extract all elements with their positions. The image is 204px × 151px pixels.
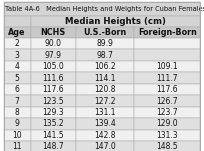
Bar: [4, 107, 31, 118]
Bar: [134, 38, 200, 50]
Text: 4: 4: [15, 62, 20, 71]
Bar: [4, 16, 31, 27]
Bar: [76, 95, 134, 107]
Bar: [31, 141, 76, 151]
Bar: [31, 95, 76, 107]
Text: 148.7: 148.7: [43, 142, 64, 151]
Bar: [134, 72, 200, 84]
Bar: [76, 107, 134, 118]
Bar: [4, 50, 31, 61]
Text: 9: 9: [15, 119, 20, 128]
Text: 142.8: 142.8: [94, 131, 116, 140]
Text: 3: 3: [15, 51, 20, 60]
Bar: [76, 118, 134, 130]
Bar: [76, 38, 134, 50]
Bar: [134, 118, 200, 130]
Bar: [134, 84, 200, 95]
Text: 5: 5: [15, 74, 20, 83]
Bar: [31, 72, 76, 84]
Bar: [31, 16, 200, 27]
Bar: [4, 84, 31, 95]
Text: 147.0: 147.0: [94, 142, 116, 151]
Text: 7: 7: [15, 96, 20, 106]
Text: Median Heights (cm): Median Heights (cm): [65, 17, 166, 26]
Bar: [134, 107, 200, 118]
Bar: [31, 107, 76, 118]
Text: 111.6: 111.6: [43, 74, 64, 83]
Text: 120.8: 120.8: [94, 85, 116, 94]
Text: 141.5: 141.5: [43, 131, 64, 140]
Text: 117.6: 117.6: [156, 85, 178, 94]
Bar: [31, 50, 76, 61]
Bar: [31, 61, 76, 72]
Bar: [76, 27, 134, 38]
Text: 2: 2: [15, 39, 20, 48]
Bar: [76, 84, 134, 95]
Bar: [4, 27, 31, 38]
Text: 148.5: 148.5: [156, 142, 178, 151]
Bar: [4, 38, 31, 50]
Text: 129.3: 129.3: [43, 108, 64, 117]
Text: Table 4A-6   Median Heights and Weights for Cuban Females, Ages 2-18: Table 4A-6 Median Heights and Weights fo…: [5, 6, 204, 12]
Text: Foreign-Born: Foreign-Born: [138, 28, 197, 37]
Text: 126.7: 126.7: [156, 96, 178, 106]
Text: 123.7: 123.7: [156, 108, 178, 117]
Text: 105.0: 105.0: [42, 62, 64, 71]
Text: 109.1: 109.1: [156, 62, 178, 71]
Text: Age: Age: [8, 28, 26, 37]
Text: 10: 10: [12, 131, 22, 140]
Text: 11: 11: [12, 142, 22, 151]
Bar: [76, 141, 134, 151]
Bar: [4, 2, 200, 16]
Text: 6: 6: [15, 85, 20, 94]
Text: 139.4: 139.4: [94, 119, 116, 128]
Bar: [134, 141, 200, 151]
Text: 127.2: 127.2: [94, 96, 116, 106]
Bar: [4, 118, 31, 130]
Text: 131.1: 131.1: [94, 108, 116, 117]
Bar: [76, 72, 134, 84]
Bar: [31, 84, 76, 95]
Bar: [134, 130, 200, 141]
Bar: [4, 95, 31, 107]
Bar: [134, 50, 200, 61]
Bar: [76, 50, 134, 61]
Bar: [31, 27, 76, 38]
Text: 111.7: 111.7: [156, 74, 178, 83]
Text: 123.5: 123.5: [43, 96, 64, 106]
Bar: [4, 141, 31, 151]
Text: U.S.-Born: U.S.-Born: [83, 28, 127, 37]
Text: 97.9: 97.9: [45, 51, 62, 60]
Bar: [4, 130, 31, 141]
Text: NCHS: NCHS: [41, 28, 66, 37]
Bar: [31, 130, 76, 141]
Text: 135.2: 135.2: [43, 119, 64, 128]
Text: 129.0: 129.0: [156, 119, 178, 128]
Bar: [31, 118, 76, 130]
Bar: [134, 27, 200, 38]
Text: 90.0: 90.0: [45, 39, 62, 48]
Bar: [4, 61, 31, 72]
Text: 117.6: 117.6: [43, 85, 64, 94]
Text: 106.2: 106.2: [94, 62, 116, 71]
Text: 98.7: 98.7: [97, 51, 114, 60]
Bar: [76, 61, 134, 72]
Text: 89.9: 89.9: [97, 39, 114, 48]
Bar: [134, 95, 200, 107]
Text: 114.1: 114.1: [94, 74, 116, 83]
Text: 131.3: 131.3: [156, 131, 178, 140]
Bar: [31, 38, 76, 50]
Bar: [134, 61, 200, 72]
Bar: [76, 130, 134, 141]
Bar: [4, 72, 31, 84]
Text: 8: 8: [15, 108, 20, 117]
